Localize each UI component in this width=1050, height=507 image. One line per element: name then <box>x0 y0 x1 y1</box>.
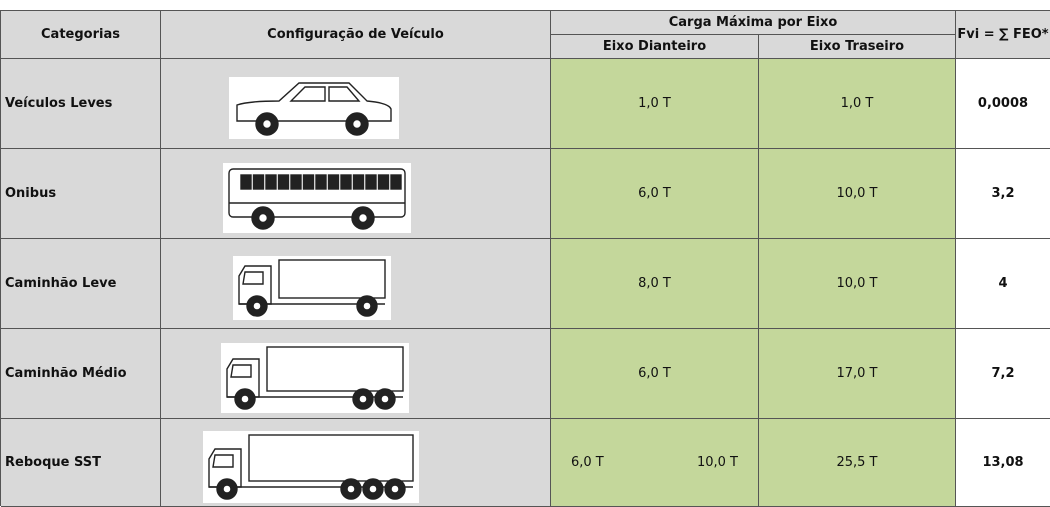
vehicle-image <box>223 163 411 233</box>
rear-axle-cell: 10,0 T <box>759 239 956 329</box>
rear-axle-cell: 10,0 T <box>759 149 956 239</box>
fvi-cell: 4 <box>956 239 1050 329</box>
fvi-cell: 0,0008 <box>956 59 1050 149</box>
vehicle-image <box>203 431 419 503</box>
front-axle-value: 6,0 T <box>638 366 671 381</box>
front-axle-value: 10,0 T <box>696 455 738 470</box>
rear-axle-cell: 17,0 T <box>759 329 956 419</box>
header-category: Categorias <box>1 11 161 59</box>
header-fvi: Fvi = ∑ FEO* <box>956 11 1050 59</box>
front-axle-value: 6,0 T <box>571 455 604 470</box>
category-cell: Reboque SST <box>1 419 161 507</box>
vehicle-image <box>229 77 399 139</box>
fvi-cell: 3,2 <box>956 149 1050 239</box>
front-axle-value: 8,0 T <box>638 276 671 291</box>
header-configuration: Configuração de Veículo <box>161 11 551 59</box>
front-axle-cell: 6,0 T <box>551 329 759 419</box>
fvi-cell: 13,08 <box>956 419 1050 507</box>
header-front-axle: Eixo Dianteiro <box>551 35 759 59</box>
rear-axle-cell: 1,0 T <box>759 59 956 149</box>
table: Categorias Configuração de Veículo Carga M… <box>0 10 1050 507</box>
category-cell: Onibus <box>1 149 161 239</box>
front-axle-cell: 6,0 T 10,0 T <box>551 419 759 507</box>
front-axle-cell: 6,0 T <box>551 149 759 239</box>
fvi-cell: 7,2 <box>956 329 1050 419</box>
vehicle-image <box>221 343 409 413</box>
rear-axle-cell: 25,5 T <box>759 419 956 507</box>
header-rear-axle: Eixo Traseiro <box>759 35 956 59</box>
header-load-group: Carga Máxima por Eixo <box>551 11 956 35</box>
front-axle-cell: 8,0 T <box>551 239 759 329</box>
category-cell: Caminhão Leve <box>1 239 161 329</box>
vehicle-image <box>233 256 391 320</box>
front-axle-cell: 1,0 T <box>551 59 759 149</box>
category-cell: Veículos Leves <box>1 59 161 149</box>
front-axle-value: 6,0 T <box>638 186 671 201</box>
category-cell: Caminhão Médio <box>1 329 161 419</box>
front-axle-value: 1,0 T <box>638 96 671 111</box>
